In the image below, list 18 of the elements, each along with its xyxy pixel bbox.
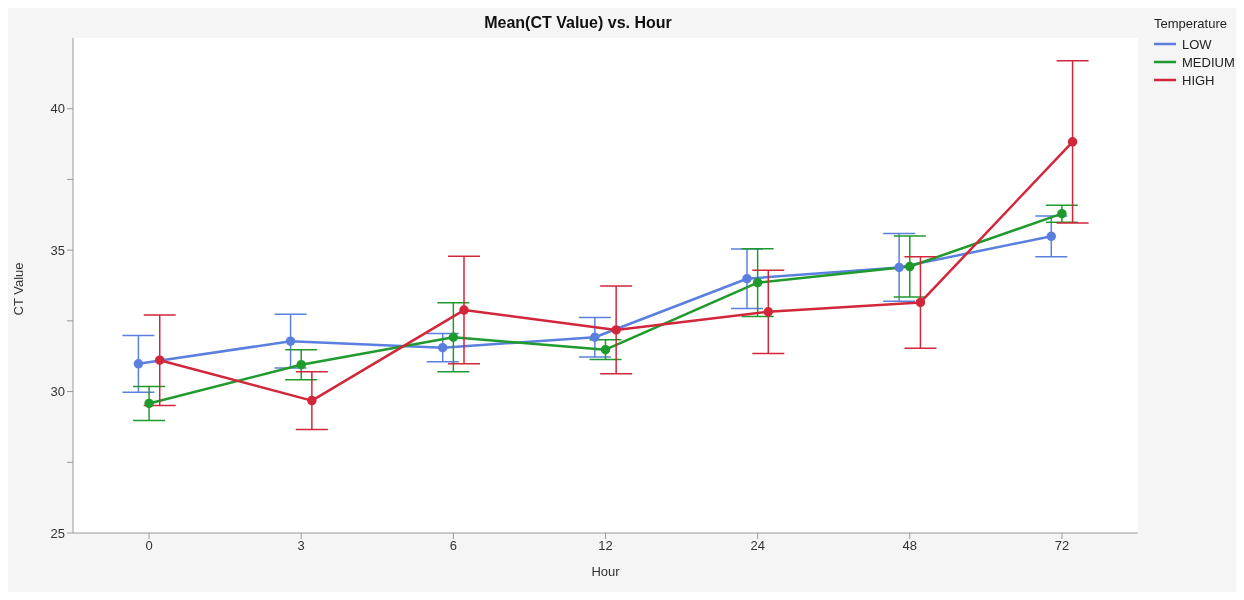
x-tick-label: 3 xyxy=(297,538,305,554)
x-tick-label: 72 xyxy=(1054,538,1070,554)
y-tick-label: 40 xyxy=(50,101,65,117)
x-axis-title: Hour xyxy=(591,564,621,579)
x-tick-label: 0 xyxy=(145,538,153,554)
y-tick-label: 35 xyxy=(50,242,65,258)
legend-label: LOW xyxy=(1182,36,1212,52)
x-tick-label: 48 xyxy=(902,538,918,554)
x-tick-label: 6 xyxy=(449,538,457,554)
x-tick-label: 12 xyxy=(598,538,613,554)
x-tick-label: 24 xyxy=(750,538,765,554)
y-tick-label: 30 xyxy=(50,384,65,400)
y-axis-title: CT Value xyxy=(10,262,26,316)
legend-label: MEDIUM xyxy=(1182,54,1235,70)
y-tick-label: 25 xyxy=(50,525,65,541)
legend-label: HIGH xyxy=(1182,72,1215,88)
chart-title: Mean(CT Value) vs. Hour xyxy=(483,14,673,32)
legend-title: Temperature xyxy=(1154,16,1228,31)
